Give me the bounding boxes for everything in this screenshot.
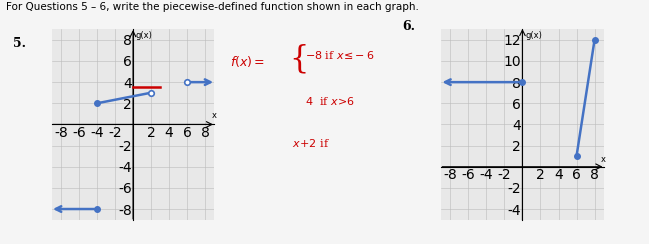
Text: For Questions 5 – 6, write the piecewise-defined function shown in each graph.: For Questions 5 – 6, write the piecewise… (6, 2, 419, 12)
Text: x: x (212, 111, 217, 120)
Text: 5.: 5. (13, 37, 26, 50)
Text: g(x): g(x) (525, 31, 542, 41)
Text: $x\!+\!2$ if: $x\!+\!2$ if (292, 137, 330, 149)
Text: {: { (289, 44, 308, 75)
Text: g(x): g(x) (136, 31, 153, 41)
Text: 6.: 6. (402, 20, 415, 32)
Text: x: x (601, 155, 606, 164)
Text: $-8$ if $x\!\leq\!-6$: $-8$ if $x\!\leq\!-6$ (305, 49, 374, 61)
Text: $f(x)=$: $f(x)=$ (230, 54, 265, 69)
Text: $4$  if $x\!>\!6$: $4$ if $x\!>\!6$ (305, 95, 356, 107)
